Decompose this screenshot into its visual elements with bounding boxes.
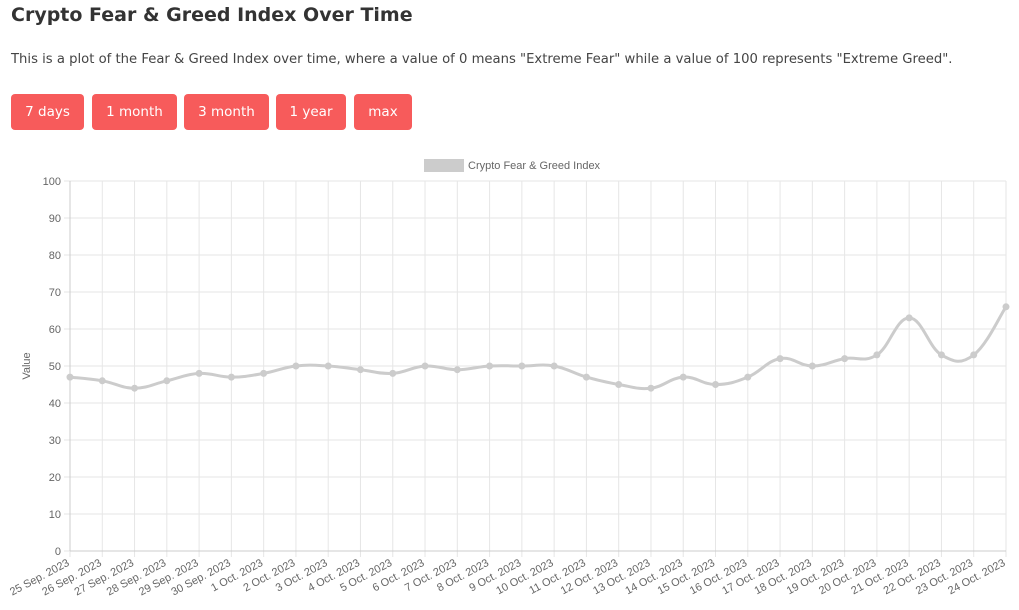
y-tick-label: 50 bbox=[49, 361, 61, 373]
data-point bbox=[163, 377, 171, 385]
data-point bbox=[453, 366, 461, 374]
data-point bbox=[679, 373, 687, 381]
data-point bbox=[518, 362, 526, 370]
page-title: Crypto Fear & Greed Index Over Time bbox=[11, 4, 413, 26]
y-tick-label: 0 bbox=[55, 546, 61, 558]
data-point bbox=[808, 362, 816, 370]
data-point bbox=[1002, 303, 1010, 311]
y-tick-label: 30 bbox=[49, 435, 61, 447]
data-point bbox=[905, 314, 913, 322]
y-tick-label: 60 bbox=[49, 324, 61, 336]
data-point bbox=[227, 373, 235, 381]
data-point bbox=[486, 362, 494, 370]
y-tick-label: 100 bbox=[43, 176, 61, 188]
data-point bbox=[260, 369, 268, 377]
data-point bbox=[712, 381, 720, 388]
data-point bbox=[776, 355, 784, 363]
data-point bbox=[841, 355, 849, 363]
y-tick-label: 70 bbox=[49, 287, 61, 299]
data-point bbox=[356, 366, 364, 374]
data-point bbox=[550, 362, 558, 370]
page-description: This is a plot of the Fear & Greed Index… bbox=[11, 52, 953, 67]
data-point bbox=[324, 362, 332, 370]
data-point bbox=[582, 373, 590, 381]
y-tick-label: 80 bbox=[49, 250, 61, 262]
series-line bbox=[69, 305, 1008, 391]
data-point bbox=[389, 369, 397, 377]
range-7-days-button[interactable]: 7 days bbox=[11, 94, 84, 130]
y-tick-label: 20 bbox=[49, 472, 61, 484]
range-max-button[interactable]: max bbox=[354, 94, 412, 130]
data-point bbox=[615, 381, 623, 388]
data-point bbox=[744, 373, 752, 381]
data-point bbox=[292, 362, 300, 370]
data-point bbox=[937, 351, 945, 359]
y-tick-label: 10 bbox=[49, 509, 61, 521]
range-1-year-button[interactable]: 1 year bbox=[276, 94, 346, 130]
data-point bbox=[421, 362, 429, 370]
range-3-month-button[interactable]: 3 month bbox=[184, 94, 269, 130]
y-tick-label: 40 bbox=[49, 398, 61, 410]
y-tick-label: 90 bbox=[49, 213, 61, 225]
data-point bbox=[131, 384, 139, 392]
legend-swatch bbox=[424, 159, 464, 172]
data-point bbox=[873, 351, 881, 359]
y-axis-title: Value bbox=[21, 352, 33, 379]
data-point bbox=[98, 377, 106, 385]
data-point bbox=[970, 351, 978, 359]
range-1-month-button[interactable]: 1 month bbox=[92, 94, 177, 130]
data-point bbox=[66, 373, 74, 381]
data-point bbox=[195, 369, 203, 377]
data-point bbox=[647, 384, 655, 392]
legend-label: Crypto Fear & Greed Index bbox=[468, 160, 601, 172]
